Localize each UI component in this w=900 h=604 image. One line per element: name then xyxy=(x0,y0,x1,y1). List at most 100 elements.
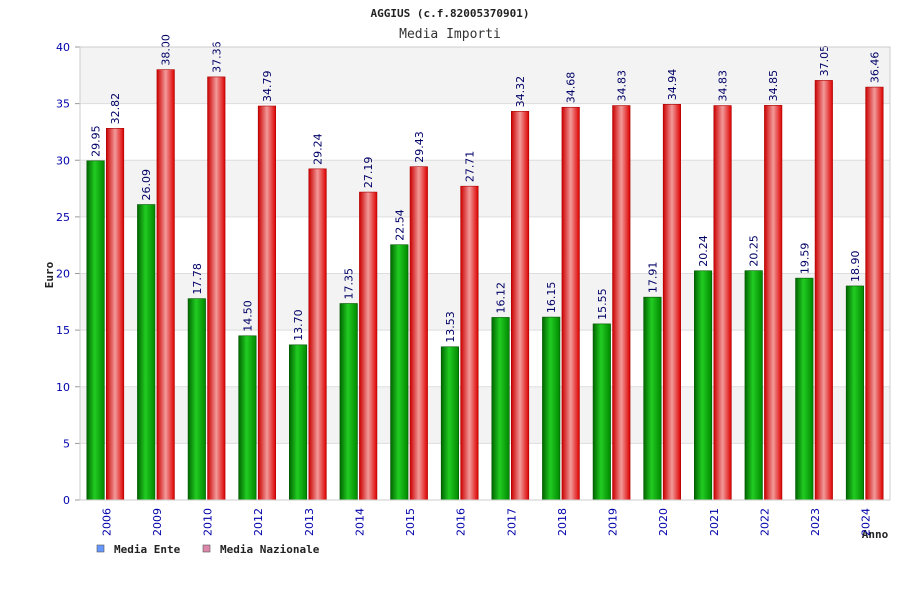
y-axis-label: Euro xyxy=(43,261,56,288)
bar-media-ente xyxy=(440,346,459,501)
x-tick-label: 2019 xyxy=(607,508,620,536)
bar-media-nazionale xyxy=(865,86,884,501)
x-tick-label: 2009 xyxy=(151,508,164,536)
bar-media-ente xyxy=(86,160,105,501)
x-tick-label: 2014 xyxy=(353,508,366,536)
x-tick-label: 2022 xyxy=(758,508,771,536)
bar-media-ente xyxy=(289,344,308,501)
x-tick-label: 2012 xyxy=(252,508,265,536)
x-tick-label: 2016 xyxy=(455,508,468,536)
data-label: 34.32 xyxy=(514,76,527,108)
data-label: 34.85 xyxy=(767,70,780,102)
bar-media-nazionale xyxy=(814,80,833,501)
data-label: 27.19 xyxy=(362,157,375,189)
y-tick-label: 35 xyxy=(56,98,70,111)
data-label: 34.68 xyxy=(565,72,578,104)
x-axis-label: Anno xyxy=(862,528,889,541)
bar-media-nazionale xyxy=(207,76,226,501)
data-label: 34.83 xyxy=(615,70,628,102)
x-tick-label: 2017 xyxy=(505,508,518,536)
bar-media-ente xyxy=(592,323,611,501)
data-label: 15.55 xyxy=(596,288,609,320)
x-tick-label: 2015 xyxy=(404,508,417,536)
bar-media-nazionale xyxy=(511,111,530,501)
data-label: 20.25 xyxy=(748,235,761,267)
x-tick-label: 2013 xyxy=(303,508,316,536)
data-label: 13.53 xyxy=(444,311,457,343)
data-label: 17.78 xyxy=(191,263,204,295)
bar-media-nazionale xyxy=(612,105,631,501)
bar-media-ente xyxy=(542,316,561,501)
bar-media-nazionale xyxy=(409,166,428,501)
y-tick-label: 0 xyxy=(63,494,70,507)
data-label: 37.36 xyxy=(210,41,223,73)
data-label: 32.82 xyxy=(109,93,122,125)
bar-media-nazionale xyxy=(257,105,276,501)
data-label: 27.71 xyxy=(463,151,476,183)
data-label: 17.35 xyxy=(343,268,356,300)
bar-media-nazionale xyxy=(713,105,732,501)
data-label: 14.50 xyxy=(241,300,254,332)
data-label: 13.70 xyxy=(292,309,305,341)
bar-media-ente xyxy=(491,317,510,501)
data-label: 29.43 xyxy=(413,131,426,163)
data-label: 34.79 xyxy=(261,71,274,103)
bar-media-ente xyxy=(187,298,206,501)
x-tick-label: 2021 xyxy=(708,508,721,536)
bar-media-nazionale xyxy=(460,185,479,501)
bar-media-ente xyxy=(339,303,358,501)
chart-title: AGGIUS (c.f.82005370901) xyxy=(371,7,530,20)
bar-media-nazionale xyxy=(308,168,327,501)
x-tick-label: 2023 xyxy=(809,508,822,536)
legend-label-media-ente: Media Ente xyxy=(114,543,181,556)
bar-media-ente xyxy=(744,270,763,501)
data-label: 17.91 xyxy=(646,262,659,294)
x-tick-label: 2024 xyxy=(860,508,873,536)
data-label: 20.24 xyxy=(697,235,710,267)
data-label: 38.00 xyxy=(160,34,173,66)
bar-media-ente xyxy=(845,285,864,501)
y-tick-label: 25 xyxy=(56,211,70,224)
bar-media-nazionale xyxy=(106,128,125,501)
chart-subtitle: Media Importi xyxy=(399,27,501,42)
data-label: 37.05 xyxy=(818,45,831,77)
data-label: 22.54 xyxy=(393,209,406,241)
data-label: 16.15 xyxy=(545,282,558,314)
y-tick-label: 5 xyxy=(63,437,70,450)
y-tick-label: 10 xyxy=(56,381,70,394)
bar-media-nazionale xyxy=(156,69,175,501)
data-label: 36.46 xyxy=(868,52,881,84)
bar-media-ente xyxy=(694,270,713,501)
data-label: 26.09 xyxy=(140,169,153,201)
data-label: 34.94 xyxy=(666,69,679,101)
legend-label-media-nazionale: Media Nazionale xyxy=(220,543,320,556)
data-label: 18.90 xyxy=(849,250,862,282)
data-label: 19.59 xyxy=(798,243,811,275)
bar-media-nazionale xyxy=(662,104,681,501)
legend-swatch-media-ente xyxy=(96,544,105,553)
y-tick-label: 15 xyxy=(56,324,70,337)
bar-media-ente xyxy=(238,335,257,501)
data-label: 29.24 xyxy=(312,133,325,165)
plot-frame xyxy=(79,46,891,501)
data-label: 29.95 xyxy=(90,125,103,157)
x-tick-label: 2010 xyxy=(202,508,215,536)
x-tick-label: 2006 xyxy=(100,508,113,536)
bar-media-ente xyxy=(643,296,662,501)
legend-swatch-media-nazionale xyxy=(202,544,211,553)
y-tick-label: 20 xyxy=(56,268,70,281)
bar-media-nazionale xyxy=(359,191,378,501)
bar-media-nazionale xyxy=(764,105,783,501)
data-label: 16.12 xyxy=(495,282,508,314)
data-label: 34.83 xyxy=(717,70,730,102)
bar-media-ente xyxy=(795,277,814,501)
x-tick-label: 2018 xyxy=(556,508,569,536)
bar-media-ente xyxy=(390,244,409,501)
x-tick-label: 2020 xyxy=(657,508,670,536)
bar-media-ente xyxy=(137,204,156,501)
y-tick-label: 30 xyxy=(56,154,70,167)
bar-media-nazionale xyxy=(561,106,580,501)
y-tick-label: 40 xyxy=(56,41,70,54)
